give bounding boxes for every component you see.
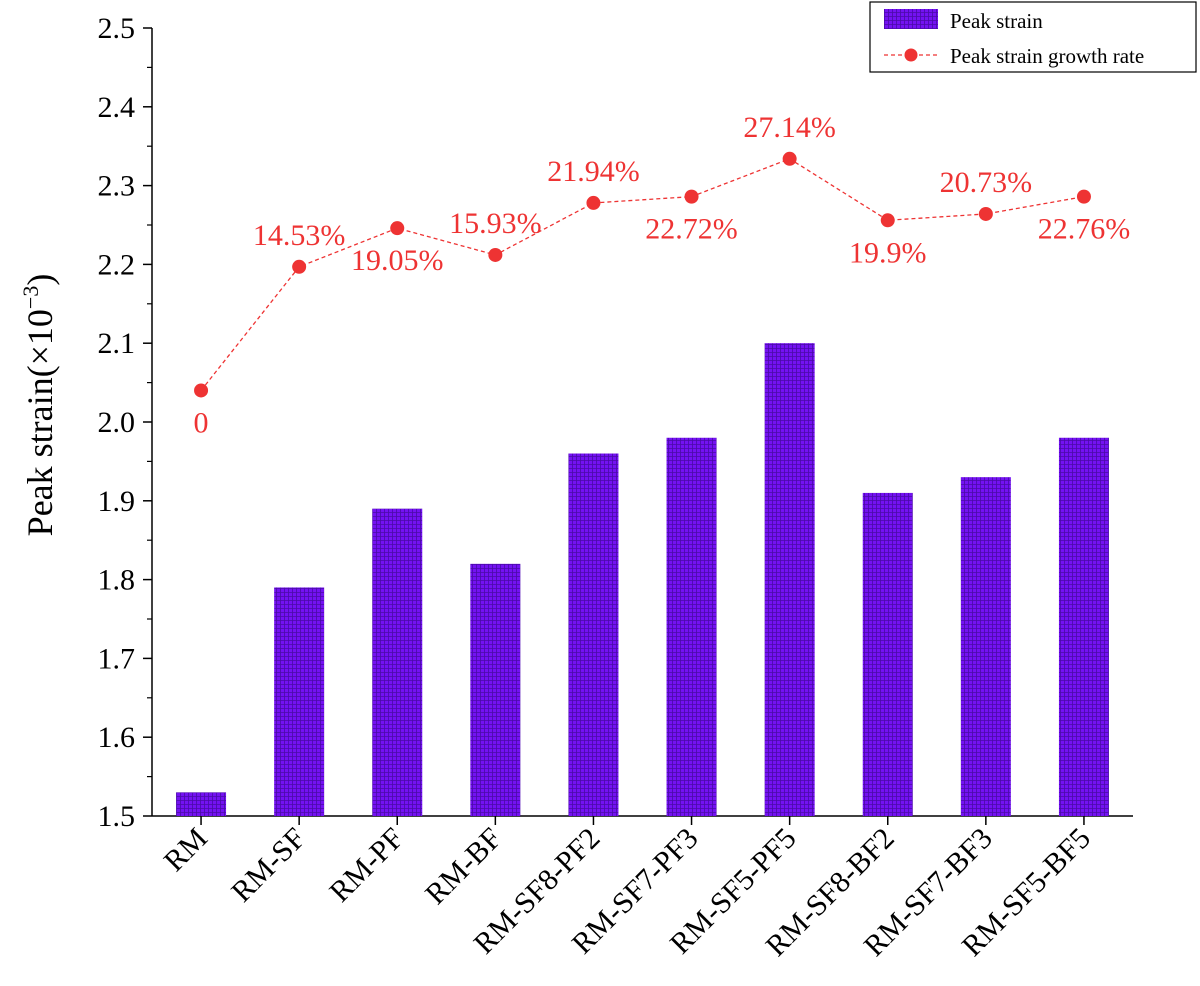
legend-label-growth-rate: Peak strain growth rate [950,44,1144,68]
y-tick-label: 1.7 [98,642,136,675]
bar [568,453,619,816]
growth-rate-label: 15.93% [449,207,542,240]
y-tick-label: 2.0 [98,406,136,439]
y-tick-label: 2.1 [98,327,136,360]
growth-rate-label: 0 [194,406,209,439]
growth-rate-label: 19.05% [351,244,444,277]
growth-rate-label: 22.76% [1038,213,1131,246]
legend-swatch-peak-strain [884,9,938,29]
growth-rate-point [880,213,895,228]
growth-rate-point [586,195,601,210]
x-tick-label: RM-SF [225,822,312,909]
growth-rate-point [978,206,993,221]
x-axis: RM RM-SF RM-PF RM-BFRM-SF8-PF2RM-SF7-PF3RM-… [152,815,1133,963]
growth-rate-label: 20.73% [940,166,1033,199]
legend-marker-growth-rate [904,48,918,62]
bar [372,508,423,816]
y-tick-label: 1.8 [98,564,136,597]
y-tick-label: 2.4 [98,91,136,124]
y-axis-label: Peak strain(×10−3) [18,274,60,537]
x-tick-label: RM [158,822,214,878]
growth-rate-label: 14.53% [253,219,346,252]
growth-rate-label: 19.9% [849,236,927,269]
bar [1058,437,1109,816]
y-tick-label: 2.3 [98,170,136,203]
y-tick-label: 2.2 [98,248,136,281]
bar [862,492,913,816]
bar [470,563,521,816]
bar [274,587,325,816]
growth-rate-label: 21.94% [547,155,640,188]
growth-rate-label: 22.72% [645,213,738,246]
bar [666,437,717,816]
y-tick-label: 1.5 [98,800,136,833]
growth-rate-point [684,189,699,204]
y-axis: 1.5 1.6 1.7 1.8 1.9 2.0 2.1 2.2 2.3 2.4 2.5 [98,12,153,833]
y-tick-label: 2.5 [98,12,136,45]
growth-rate-point [1076,189,1091,204]
y-tick-label: 1.6 [98,721,136,754]
y-tick-label: 1.9 [98,485,136,518]
growth-rate-point [292,259,307,274]
growth-rate-point [194,383,209,398]
growth-rate-point [390,221,405,236]
bar [960,477,1011,816]
growth-rate-point [782,151,797,166]
bar [764,343,815,816]
x-tick-label: RM-PF [323,822,410,909]
bar-series [176,343,1109,816]
legend-label-peak-strain: Peak strain [950,9,1043,33]
growth-rate-line [200,158,1085,391]
x-tick-label: RM-BF [419,822,508,911]
growth-rate-label: 27.14% [743,111,836,144]
legend: Peak strain Peak strain growth rate [869,1,1197,73]
bar [176,792,227,816]
growth-rate-series: 0 14.53%19.05%15.93%21.94%22.72% 27.14% 19.… [194,111,1131,440]
growth-rate-point [488,247,503,262]
